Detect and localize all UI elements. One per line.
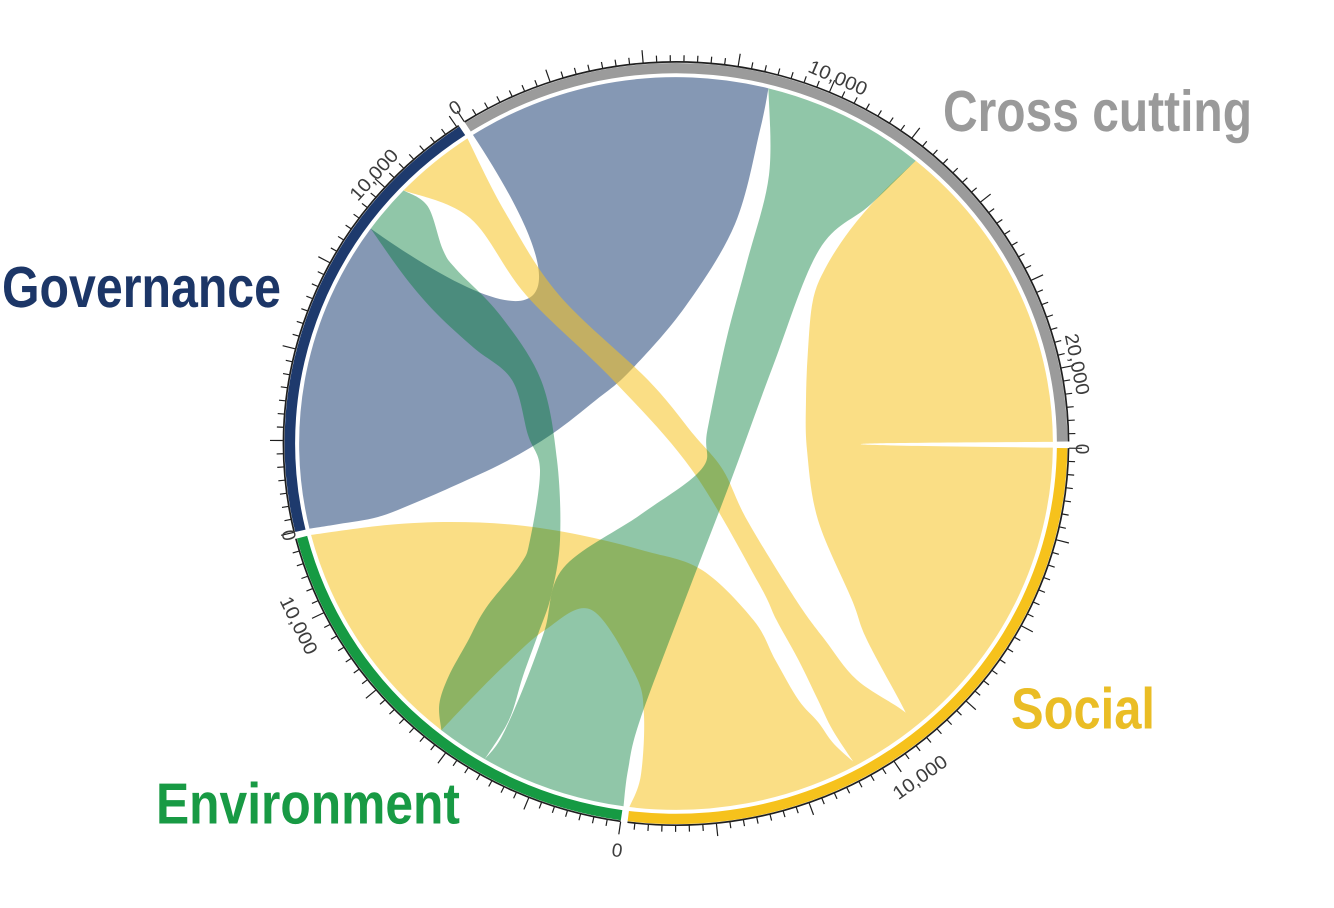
svg-text:0: 0 [1073, 444, 1094, 455]
svg-text:Cross cutting: Cross cutting [943, 79, 1252, 144]
svg-text:Governance: Governance [2, 255, 281, 320]
svg-text:Environment: Environment [156, 772, 460, 837]
svg-text:Social: Social [1011, 677, 1155, 742]
